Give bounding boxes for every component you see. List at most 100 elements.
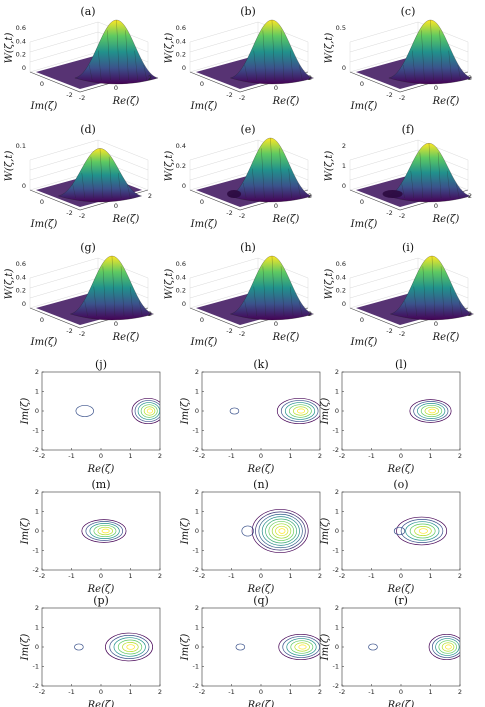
gaussian-peak [229, 255, 315, 321]
mesh-line [431, 255, 436, 317]
x-tick-label: -2 [79, 212, 85, 220]
x-tick-label: -2 [339, 688, 345, 696]
y-tick-label: -2 [193, 446, 199, 454]
y-tick-label: 2 [195, 604, 199, 612]
negative-dip [382, 190, 403, 198]
surface-plots: (a)00.20.40.6W(ζ,t)-2020-2Re(ζ)Im(ζ)(b)0… [4, 5, 475, 348]
x-tick-label: 2 [308, 310, 312, 318]
contour-level [431, 636, 460, 658]
z-tick-label: 0 [182, 300, 186, 308]
mesh-line [271, 255, 276, 317]
mesh-line [253, 286, 257, 317]
wall-gridline [29, 257, 149, 279]
mesh-line [419, 152, 423, 199]
contour-level [428, 408, 436, 414]
y-tick-label: 0 [35, 527, 39, 535]
x-tick-label: 2 [458, 688, 462, 696]
contour-level [420, 404, 443, 418]
x-axis-label: Re(ζ) [112, 96, 140, 107]
x-tick-label: -2 [79, 94, 85, 102]
mesh-line [450, 286, 454, 317]
gaussian-peak [74, 19, 159, 85]
wall-gridline [349, 139, 469, 161]
x-tick-label: -2 [39, 452, 45, 460]
negative-contour [393, 526, 406, 536]
contour-panel: (r) -2 -1 0 1 2 2 1 0 -1 -2 Re(ζ) Im(ζ) [320, 594, 462, 707]
mesh-line [143, 64, 147, 81]
mesh-line [93, 286, 97, 317]
y-tick-label: -1 [193, 427, 199, 435]
z-tick-label: 0.2 [176, 162, 186, 170]
mesh-line [457, 64, 461, 81]
contour-plots: (j) -2 -1 0 1 2 2 1 0 -1 -2 Re(ζ) Im(ζ) (k) -2 -1 0 1 2 2 1 0… [20, 358, 462, 707]
contour-level [89, 523, 120, 539]
y-tick-label: 2 [335, 604, 339, 612]
mesh-line [271, 19, 276, 81]
panel-label: (n) [253, 478, 269, 491]
y-tick-label: -2 [226, 209, 232, 217]
wall-gridline [189, 31, 309, 53]
gaussian-peak [386, 143, 472, 203]
x-axis-label: Re(ζ) [112, 332, 140, 343]
x-tick-label: 2 [458, 452, 462, 460]
x-tick-label: -2 [199, 452, 205, 460]
x-tick-label: -1 [368, 572, 374, 580]
contour-level [81, 519, 127, 543]
x-tick-label: 2 [308, 74, 312, 82]
mesh-line [72, 184, 76, 199]
mesh-line [98, 50, 102, 81]
y-tick-label: -2 [386, 209, 392, 217]
contour-level [424, 406, 440, 416]
panel-label: (e) [240, 123, 255, 136]
plot-frame [341, 371, 461, 451]
x-tick-label: 2 [318, 688, 322, 696]
x-tick-label: -1 [368, 452, 374, 460]
z-tick-label: 0.2 [336, 287, 346, 295]
contour-level [97, 526, 114, 536]
wall-gridline [189, 149, 309, 171]
gaussian-peak [228, 137, 313, 203]
negative-contour [74, 643, 84, 651]
mesh-line [262, 30, 266, 81]
x-tick-label: 0 [274, 320, 278, 328]
mesh-line [422, 266, 426, 317]
y-tick-label: -1 [333, 663, 339, 671]
contour-level [134, 400, 160, 422]
surface-panel: (d) 0 0.1W(ζ,t) -2 0 2 0 -2 Re(ζ) Im(ζ) [4, 123, 152, 230]
z-axis-label: W(ζ,t) [4, 151, 15, 182]
mesh-line [290, 50, 294, 81]
y-tick-label: 0 [360, 80, 364, 88]
x-tick-label: 2 [458, 572, 462, 580]
x-axis-label: Re(ζ) [387, 700, 415, 707]
z-tick-label: 0.5 [336, 24, 346, 32]
y-tick-label: -2 [66, 91, 72, 99]
contour-panel: (o) -2 -1 0 1 2 2 1 0 -1 -2 Re(ζ) Im(ζ) [320, 478, 462, 595]
z-tick-label: 0.4 [16, 273, 26, 281]
x-axis-label: Re(ζ) [387, 464, 415, 475]
x-axis-label: Re(ζ) [247, 700, 275, 707]
y-tick-label: -2 [226, 91, 232, 99]
contour-level [413, 401, 449, 421]
mesh-line [404, 300, 408, 317]
negative-contour [241, 525, 254, 537]
surface-panel: (i) 0 0.2 0.4 0.6W(ζ,t) -2 0 2 0 -2 Re(ζ) Im(ζ) [324, 241, 475, 348]
x-tick-label: 2 [148, 74, 152, 82]
mesh-line [401, 183, 405, 199]
y-tick-label: 1 [35, 388, 39, 396]
mesh-line [127, 184, 131, 199]
x-tick-label: -2 [399, 94, 405, 102]
y-axis-label: Im(ζ) [190, 337, 218, 348]
x-tick-label: 1 [428, 452, 432, 460]
x-tick-label: 1 [428, 572, 432, 580]
mesh-line [107, 30, 111, 81]
gaussian-peak [69, 255, 155, 321]
mesh-line [120, 266, 125, 317]
contour-level [255, 511, 306, 551]
contour-panel: (p) -2 -1 0 1 2 2 1 0 -1 -2 Re(ζ) Im(ζ) [20, 594, 162, 707]
y-tick-label: 0 [335, 527, 339, 535]
contour-lines [393, 516, 448, 546]
z-axis-label: W(ζ,t) [4, 33, 15, 64]
x-axis-label: Re(ζ) [87, 464, 115, 475]
contour-level [276, 397, 320, 425]
x-tick-label: 1 [428, 688, 432, 696]
